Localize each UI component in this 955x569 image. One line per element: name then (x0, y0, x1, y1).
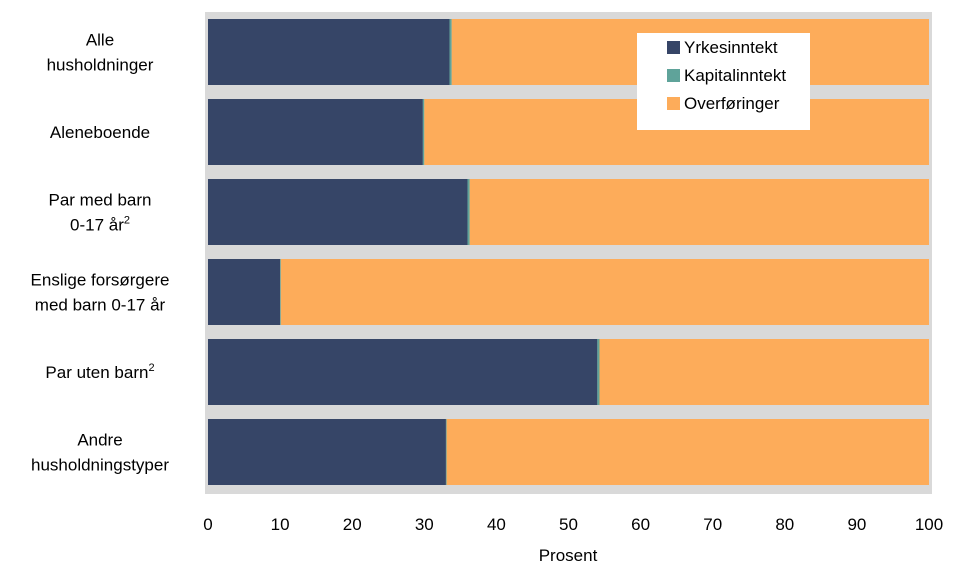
x-tick-label: 50 (559, 515, 578, 534)
x-tick-label: 90 (847, 515, 866, 534)
legend-label-overf-ringer: Overføringer (684, 94, 780, 113)
x-tick-label: 10 (271, 515, 290, 534)
bar-yrkesinntekt-2 (208, 179, 468, 245)
x-axis-label: Prosent (539, 546, 598, 565)
legend-swatch-overf-ringer (667, 97, 680, 110)
x-tick-label: 100 (915, 515, 943, 534)
x-tick-label: 20 (343, 515, 362, 534)
legend: Yrkesinntekt Kapitalinntekt Overføringer (637, 33, 810, 130)
legend-box (637, 33, 810, 130)
legend-label-kapitalinntekt: Kapitalinntekt (684, 66, 786, 85)
category-label: Alle husholdninger (47, 31, 154, 75)
bar-kapitalinntekt-5 (445, 419, 447, 485)
bar-yrkesinntekt-1 (208, 99, 423, 165)
bar-overf-ringer-3 (280, 259, 929, 325)
x-axis-ticks: 0 10 20 30 40 50 60 70 80 90 100 (203, 515, 943, 534)
category-label: Enslige forsørgere med barn 0-17 år (31, 271, 170, 315)
bar-overf-ringer-2 (469, 179, 929, 245)
legend-swatch-kapitalinntekt (667, 69, 680, 82)
category-label: Andre husholdningstyper (31, 431, 169, 475)
category-label: Par med barn 0-17 år2 (49, 191, 152, 235)
bar-overf-ringer-5 (446, 419, 929, 485)
bar-yrkesinntekt-0 (208, 19, 450, 85)
category-label: Par uten barn2 (45, 362, 154, 382)
x-tick-label: 40 (487, 515, 506, 534)
x-tick-label: 0 (203, 515, 212, 534)
bar-yrkesinntekt-4 (208, 339, 598, 405)
x-tick-label: 80 (775, 515, 794, 534)
plot-background (205, 12, 932, 494)
category-label: Aleneboende (50, 123, 150, 142)
bar-kapitalinntekt-2 (467, 179, 470, 245)
bar-overf-ringer-4 (599, 339, 929, 405)
bar-kapitalinntekt-4 (597, 339, 600, 405)
x-tick-label: 60 (631, 515, 650, 534)
bar-kapitalinntekt-3 (280, 259, 281, 325)
category-labels: Alle husholdninger Aleneboende Par med barn… (31, 31, 170, 475)
bar-kapitalinntekt-1 (422, 99, 425, 165)
legend-swatch-yrkesinntekt (667, 41, 680, 54)
bar-yrkesinntekt-3 (208, 259, 281, 325)
bar-kapitalinntekt-0 (449, 19, 452, 85)
bar-yrkesinntekt-5 (208, 419, 446, 485)
x-tick-label: 70 (703, 515, 722, 534)
x-tick-label: 30 (415, 515, 434, 534)
legend-label-yrkesinntekt: Yrkesinntekt (684, 38, 778, 57)
